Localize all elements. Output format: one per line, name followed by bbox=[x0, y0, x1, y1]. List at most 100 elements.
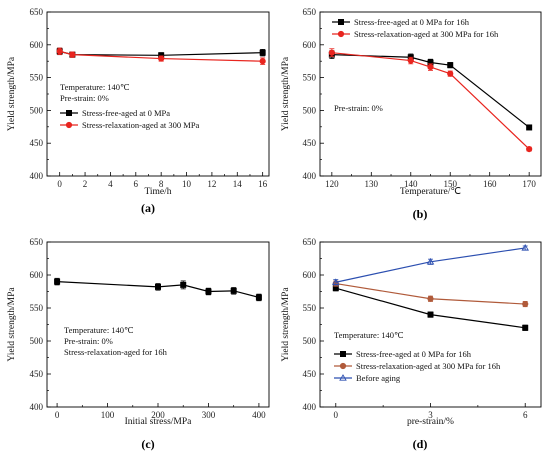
x-tick-label: 130 bbox=[365, 179, 379, 189]
x-tick-label: 4 bbox=[108, 179, 113, 189]
x-axis-label: Time/h bbox=[144, 187, 171, 197]
legend-marker bbox=[338, 19, 344, 25]
data-point bbox=[426, 257, 435, 265]
legend: Stress-free-aged at 0 MPa for 16h Stress-… bbox=[334, 349, 501, 383]
data-point bbox=[526, 146, 533, 153]
series-2 bbox=[332, 280, 529, 308]
data-point bbox=[230, 287, 237, 294]
series-2 bbox=[328, 48, 533, 153]
x-tick-label: 120 bbox=[325, 179, 339, 189]
series-line bbox=[335, 247, 526, 283]
y-tick-label: 650 bbox=[303, 7, 317, 17]
x-tick-label: 300 bbox=[202, 410, 216, 420]
data-point bbox=[69, 51, 76, 58]
data-point bbox=[427, 311, 434, 318]
annotation-text: Pre-strain: 0% bbox=[64, 336, 113, 346]
legend-marker bbox=[337, 30, 345, 38]
y-tick-label: 600 bbox=[30, 40, 44, 50]
chart-panel-2: 400 450 500 550 600 650 120 130 140 150 160 170 Temp… bbox=[281, 7, 542, 221]
y-tick-label: 400 bbox=[30, 171, 44, 181]
annotation-text: Pre-strain: 0% bbox=[334, 103, 383, 113]
annotation-text: Stress-relaxation-aged for 16h bbox=[64, 347, 168, 357]
x-tick-label: 3 bbox=[428, 410, 433, 420]
data-point bbox=[332, 278, 340, 285]
y-tick-label: 600 bbox=[303, 270, 317, 280]
data-point bbox=[522, 324, 529, 331]
y-tick-label: 650 bbox=[30, 7, 44, 17]
data-point bbox=[205, 288, 212, 295]
annotation-text: Temperature: 140℃ bbox=[60, 82, 130, 92]
x-tick-label: 400 bbox=[252, 410, 266, 420]
y-tick-label: 500 bbox=[303, 336, 317, 346]
legend-marker bbox=[340, 351, 346, 357]
legend-entry: Stress-relaxation-aged at 300 MPa for 16… bbox=[354, 29, 499, 39]
chart-panel-3: 400 450 500 550 600 650 0 100 200 300 400 Initial s… bbox=[7, 237, 270, 451]
y-axis-label: Yield strength/MPa bbox=[281, 56, 291, 131]
data-point bbox=[56, 48, 63, 55]
series-line bbox=[59, 50, 263, 62]
legend-entry: Stress-free-aged at 0 MPa for 16h bbox=[356, 349, 472, 359]
y-tick-label: 550 bbox=[303, 73, 317, 83]
y-tick-label: 400 bbox=[30, 402, 44, 412]
chart-panel-4: 400 450 500 550 600 650 0 3 6 pre-strain/% Yield s… bbox=[281, 237, 542, 451]
panel-label: (b) bbox=[413, 207, 428, 221]
x-tick-label: 0 bbox=[55, 410, 60, 420]
data-point bbox=[407, 57, 414, 64]
x-tick-label: 170 bbox=[522, 179, 536, 189]
legend: Stress-free-aged at 0 MPa for 16h Stress-… bbox=[332, 17, 499, 39]
data-point bbox=[158, 55, 165, 62]
series-line bbox=[335, 287, 526, 329]
y-tick-label: 450 bbox=[30, 138, 44, 148]
legend-entry: Before aging bbox=[356, 373, 401, 383]
x-tick-label: 14 bbox=[233, 179, 243, 189]
y-tick-label: 500 bbox=[30, 336, 44, 346]
data-point bbox=[155, 283, 161, 290]
legend-marker bbox=[65, 121, 73, 129]
data-point bbox=[526, 124, 533, 131]
annotation-text: Pre-strain: 0% bbox=[60, 93, 109, 103]
data-point bbox=[328, 49, 335, 56]
x-axis-label: Temperature/℃ bbox=[400, 187, 462, 197]
data-point bbox=[255, 294, 262, 301]
legend-entry: Stress-free-aged at 0 MPa for 16h bbox=[354, 17, 470, 27]
x-tick-label: 6 bbox=[134, 179, 139, 189]
data-point bbox=[54, 278, 61, 285]
x-tick-label: 140 bbox=[404, 179, 418, 189]
data-point bbox=[180, 281, 187, 288]
y-tick-label: 650 bbox=[303, 237, 317, 247]
x-tick-label: 16 bbox=[258, 179, 268, 189]
y-tick-label: 450 bbox=[30, 369, 44, 379]
x-tick-label: 0 bbox=[334, 410, 339, 420]
legend-marker bbox=[339, 374, 347, 381]
data-point bbox=[259, 49, 266, 56]
legend-entry: Stress-relaxation-aged at 300 MPa bbox=[82, 120, 200, 130]
panel-label: (a) bbox=[141, 201, 155, 215]
series-1 bbox=[332, 285, 529, 331]
x-tick-label: 2 bbox=[83, 179, 88, 189]
y-tick-label: 550 bbox=[303, 303, 317, 313]
chart-panel-1: 400 450 500 550 600 650 0 2 4 6 8 10 12 14 16 Time/h Yie… bbox=[7, 7, 270, 215]
x-tick-label: 8 bbox=[159, 179, 164, 189]
data-point bbox=[521, 244, 529, 251]
x-tick-label: 10 bbox=[182, 179, 192, 189]
legend-entry: Stress-relaxation-aged at 300 MPa for 16… bbox=[356, 361, 501, 371]
y-tick-label: 550 bbox=[30, 303, 44, 313]
legend: Stress-free-aged at 0 MPa Stress-relaxati… bbox=[60, 108, 200, 130]
y-axis-label: Yield strength/MPa bbox=[7, 287, 17, 362]
y-tick-label: 400 bbox=[303, 402, 317, 412]
annotation-text: Temperature: 140℃ bbox=[334, 330, 404, 340]
y-tick-label: 650 bbox=[30, 237, 44, 247]
data-point bbox=[447, 62, 454, 69]
series-line bbox=[57, 281, 260, 299]
data-point bbox=[427, 64, 434, 71]
plot-frame bbox=[319, 241, 542, 408]
x-tick-label: 150 bbox=[443, 179, 457, 189]
series-2 bbox=[56, 47, 266, 65]
legend-marker bbox=[66, 110, 72, 116]
y-tick-label: 450 bbox=[303, 369, 317, 379]
annotation-text: Temperature: 140℃ bbox=[64, 325, 134, 335]
data-point bbox=[259, 58, 266, 65]
x-tick-label: 160 bbox=[483, 179, 497, 189]
y-tick-label: 500 bbox=[303, 105, 317, 115]
